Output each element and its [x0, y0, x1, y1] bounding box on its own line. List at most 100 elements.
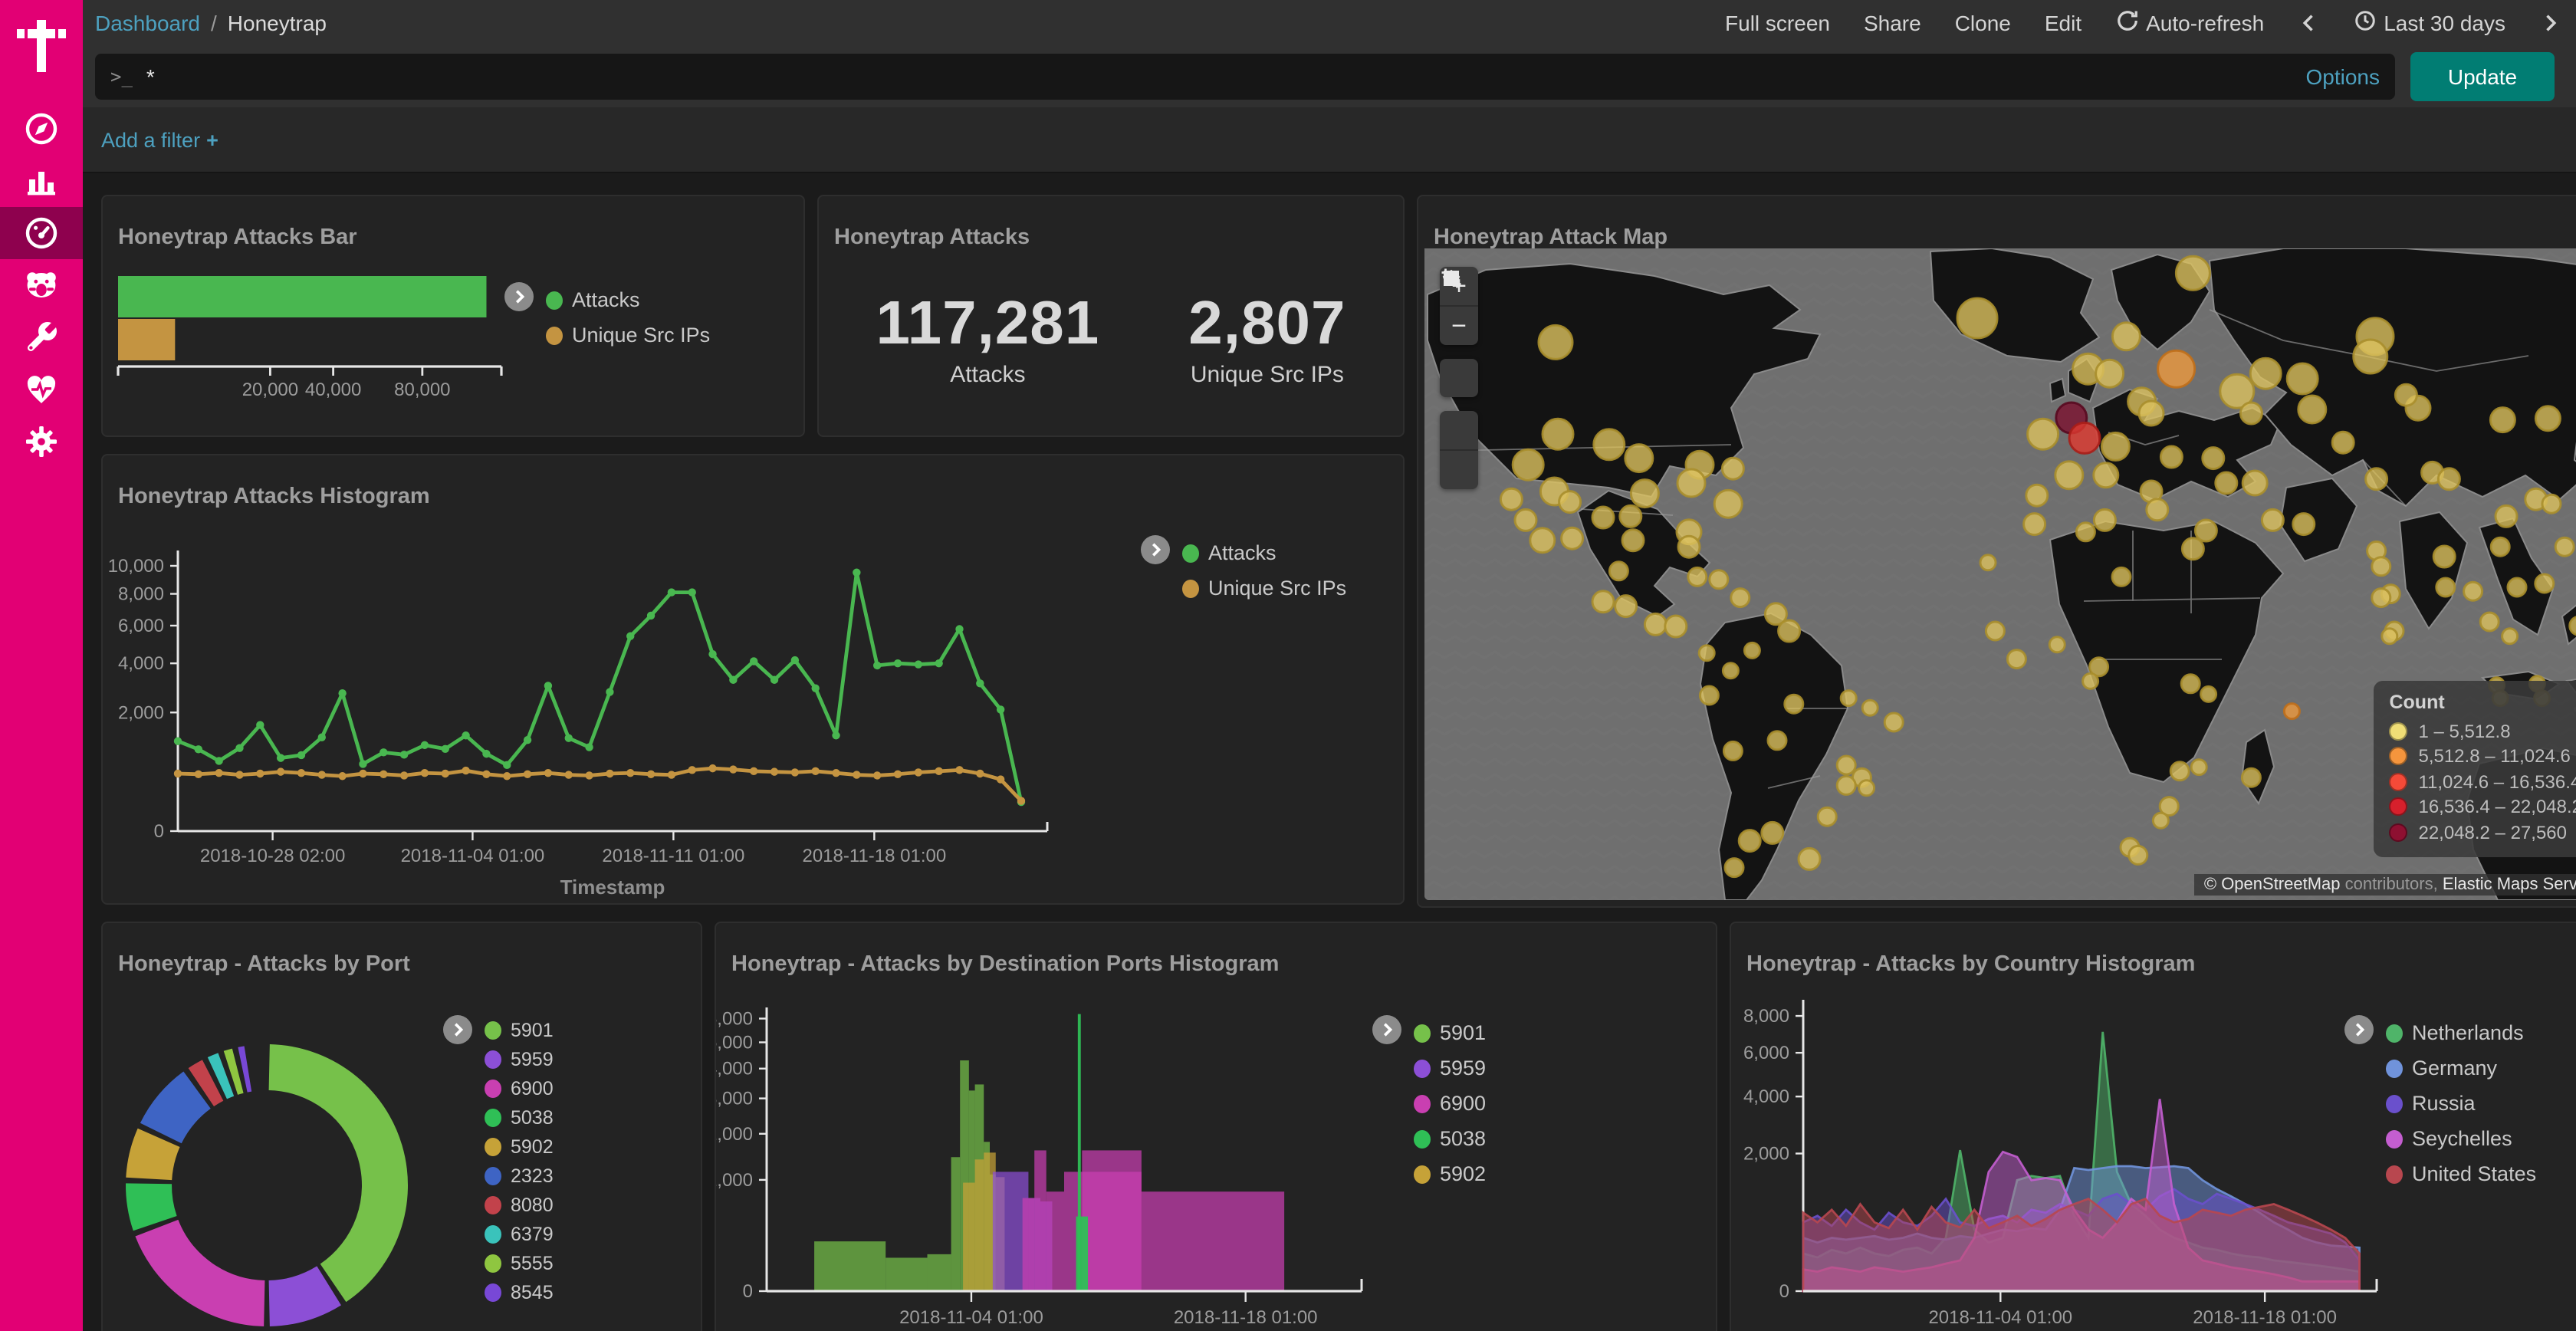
attack-location-circle[interactable]: [1979, 554, 1997, 572]
legend-item[interactable]: Netherlands: [2386, 1015, 2536, 1050]
query-value[interactable]: *: [146, 64, 155, 89]
attack-location-circle[interactable]: [1835, 774, 1857, 796]
telekom-logo[interactable]: [17, 20, 66, 72]
legend-item[interactable]: Russia: [2386, 1086, 2536, 1121]
attack-location-circle[interactable]: [2463, 580, 2484, 602]
attack-location-circle[interactable]: [1722, 740, 1743, 761]
attack-location-circle[interactable]: [2137, 399, 2165, 427]
attack-location-circle[interactable]: [2249, 357, 2282, 390]
attack-location-circle[interactable]: [1529, 527, 1556, 554]
attack-location-circle[interactable]: [2282, 702, 2301, 721]
attack-location-circle[interactable]: [1956, 297, 1999, 340]
attack-location-circle[interactable]: [2006, 649, 2027, 670]
attack-location-circle[interactable]: [1676, 468, 1707, 498]
attack-location-circle[interactable]: [1883, 712, 1904, 733]
attack-location-circle[interactable]: [2364, 467, 2389, 491]
attack-location-circle[interactable]: [1835, 754, 1857, 776]
attack-location-circle[interactable]: [1664, 614, 1688, 639]
attack-location-circle[interactable]: [2190, 758, 2208, 777]
attack-location-circle[interactable]: [2432, 544, 2456, 569]
attack-location-circle[interactable]: [2088, 656, 2110, 678]
attack-location-circle[interactable]: [2128, 844, 2149, 866]
attack-location-circle[interactable]: [2095, 358, 2125, 389]
attack-location-circle[interactable]: [2145, 498, 2170, 522]
legend-item[interactable]: 8080: [485, 1190, 554, 1219]
legend-item[interactable]: United States: [2386, 1156, 2536, 1191]
legend-expand-button[interactable]: [1141, 535, 1170, 564]
legend-item[interactable]: Unique Src IPs: [546, 317, 710, 353]
zoom-out-button[interactable]: −: [1440, 305, 1478, 345]
attack-location-circle[interactable]: [1560, 526, 1585, 550]
attack-location-circle[interactable]: [2436, 467, 2461, 491]
attack-location-circle[interactable]: [1558, 490, 1582, 514]
attack-location-circle[interactable]: [1614, 594, 1638, 619]
rectangle-draw-button[interactable]: [1440, 271, 1478, 489]
attack-location-circle[interactable]: [2394, 383, 2418, 407]
legend-item[interactable]: Seychelles: [2386, 1121, 2536, 1156]
attack-location-circle[interactable]: [1618, 504, 1643, 528]
attack-location-circle[interactable]: [1858, 779, 1876, 797]
attack-location-circle[interactable]: [1713, 488, 1743, 519]
options-link[interactable]: Options: [2305, 64, 2380, 89]
attack-location-circle[interactable]: [2193, 518, 2218, 543]
legend-item[interactable]: 6900: [1414, 1086, 1486, 1121]
attack-location-circle[interactable]: [1861, 698, 1879, 717]
full-screen-button[interactable]: Full screen: [1725, 11, 1830, 35]
attack-location-circle[interactable]: [2554, 536, 2575, 557]
attack-location-circle[interactable]: [2489, 536, 2511, 557]
legend-item[interactable]: 5555: [485, 1248, 554, 1277]
attack-location-circle[interactable]: [1720, 456, 1745, 481]
attack-location-circle[interactable]: [2111, 321, 2141, 352]
attack-location-circle[interactable]: [1783, 693, 1805, 715]
attack-location-circle[interactable]: [2285, 362, 2319, 396]
attack-location-circle[interactable]: [1513, 508, 1538, 532]
attack-location-circle[interactable]: [2100, 431, 2131, 462]
ems-link[interactable]: Elastic Maps Service: [2442, 876, 2576, 894]
attack-location-circle[interactable]: [1591, 590, 1615, 614]
attack-location-circle[interactable]: [2380, 627, 2399, 646]
attack-location-circle[interactable]: [2219, 373, 2256, 409]
update-button[interactable]: Update: [2410, 52, 2555, 101]
attack-location-circle[interactable]: [2157, 349, 2196, 389]
time-back-button[interactable]: [2298, 12, 2319, 34]
attack-location-circle[interactable]: [1643, 612, 1668, 636]
legend-item[interactable]: Germany: [2386, 1050, 2536, 1086]
legend-item[interactable]: Attacks: [546, 282, 710, 317]
edit-button[interactable]: Edit: [2044, 11, 2082, 35]
share-button[interactable]: Share: [1863, 11, 1921, 35]
legend-item[interactable]: 6379: [485, 1219, 554, 1248]
attack-location-circle[interactable]: [2180, 673, 2201, 695]
attack-location-circle[interactable]: [2506, 577, 2528, 598]
sidebar-item-visualize[interactable]: [0, 155, 83, 207]
sidebar-item-timelion[interactable]: [0, 259, 83, 311]
attack-location-circle[interactable]: [1621, 528, 1645, 553]
attack-location-circle[interactable]: [1624, 443, 1654, 474]
sidebar-item-monitoring[interactable]: [0, 363, 83, 416]
legend-item[interactable]: 5959: [485, 1044, 554, 1073]
sidebar-item-management[interactable]: [0, 416, 83, 468]
sidebar-item-discover[interactable]: [0, 103, 83, 155]
attack-location-circle[interactable]: [1766, 730, 1788, 751]
time-range-picker[interactable]: Last 30 days: [2353, 9, 2505, 37]
breadcrumb-dashboard[interactable]: Dashboard: [95, 11, 200, 35]
auto-refresh-button[interactable]: Auto-refresh: [2115, 9, 2264, 37]
attack-location-circle[interactable]: [1743, 641, 1761, 659]
sidebar-item-dashboard[interactable]: [0, 207, 83, 259]
attack-location-circle[interactable]: [1763, 602, 1788, 626]
attack-location-circle[interactable]: [2297, 394, 2328, 425]
attack-location-circle[interactable]: [2352, 338, 2389, 375]
legend-item[interactable]: 5038: [1414, 1121, 1486, 1156]
legend-item[interactable]: 5901: [1414, 1015, 1486, 1050]
legend-item[interactable]: Unique Src IPs: [1182, 570, 1346, 606]
attack-location-circle[interactable]: [2371, 587, 2392, 609]
attack-location-circle[interactable]: [2260, 508, 2285, 532]
legend-item[interactable]: 5959: [1414, 1050, 1486, 1086]
attack-location-circle[interactable]: [2541, 493, 2562, 514]
attack-location-circle[interactable]: [2371, 556, 2392, 577]
polygon-draw-button[interactable]: [1440, 269, 1478, 449]
attack-location-circle[interactable]: [1737, 829, 1762, 853]
world-map[interactable]: + −: [1424, 248, 2576, 900]
attack-location-circle[interactable]: [2092, 462, 2120, 489]
legend-item[interactable]: 5902: [1414, 1156, 1486, 1191]
attack-location-circle[interactable]: [1698, 685, 1720, 706]
